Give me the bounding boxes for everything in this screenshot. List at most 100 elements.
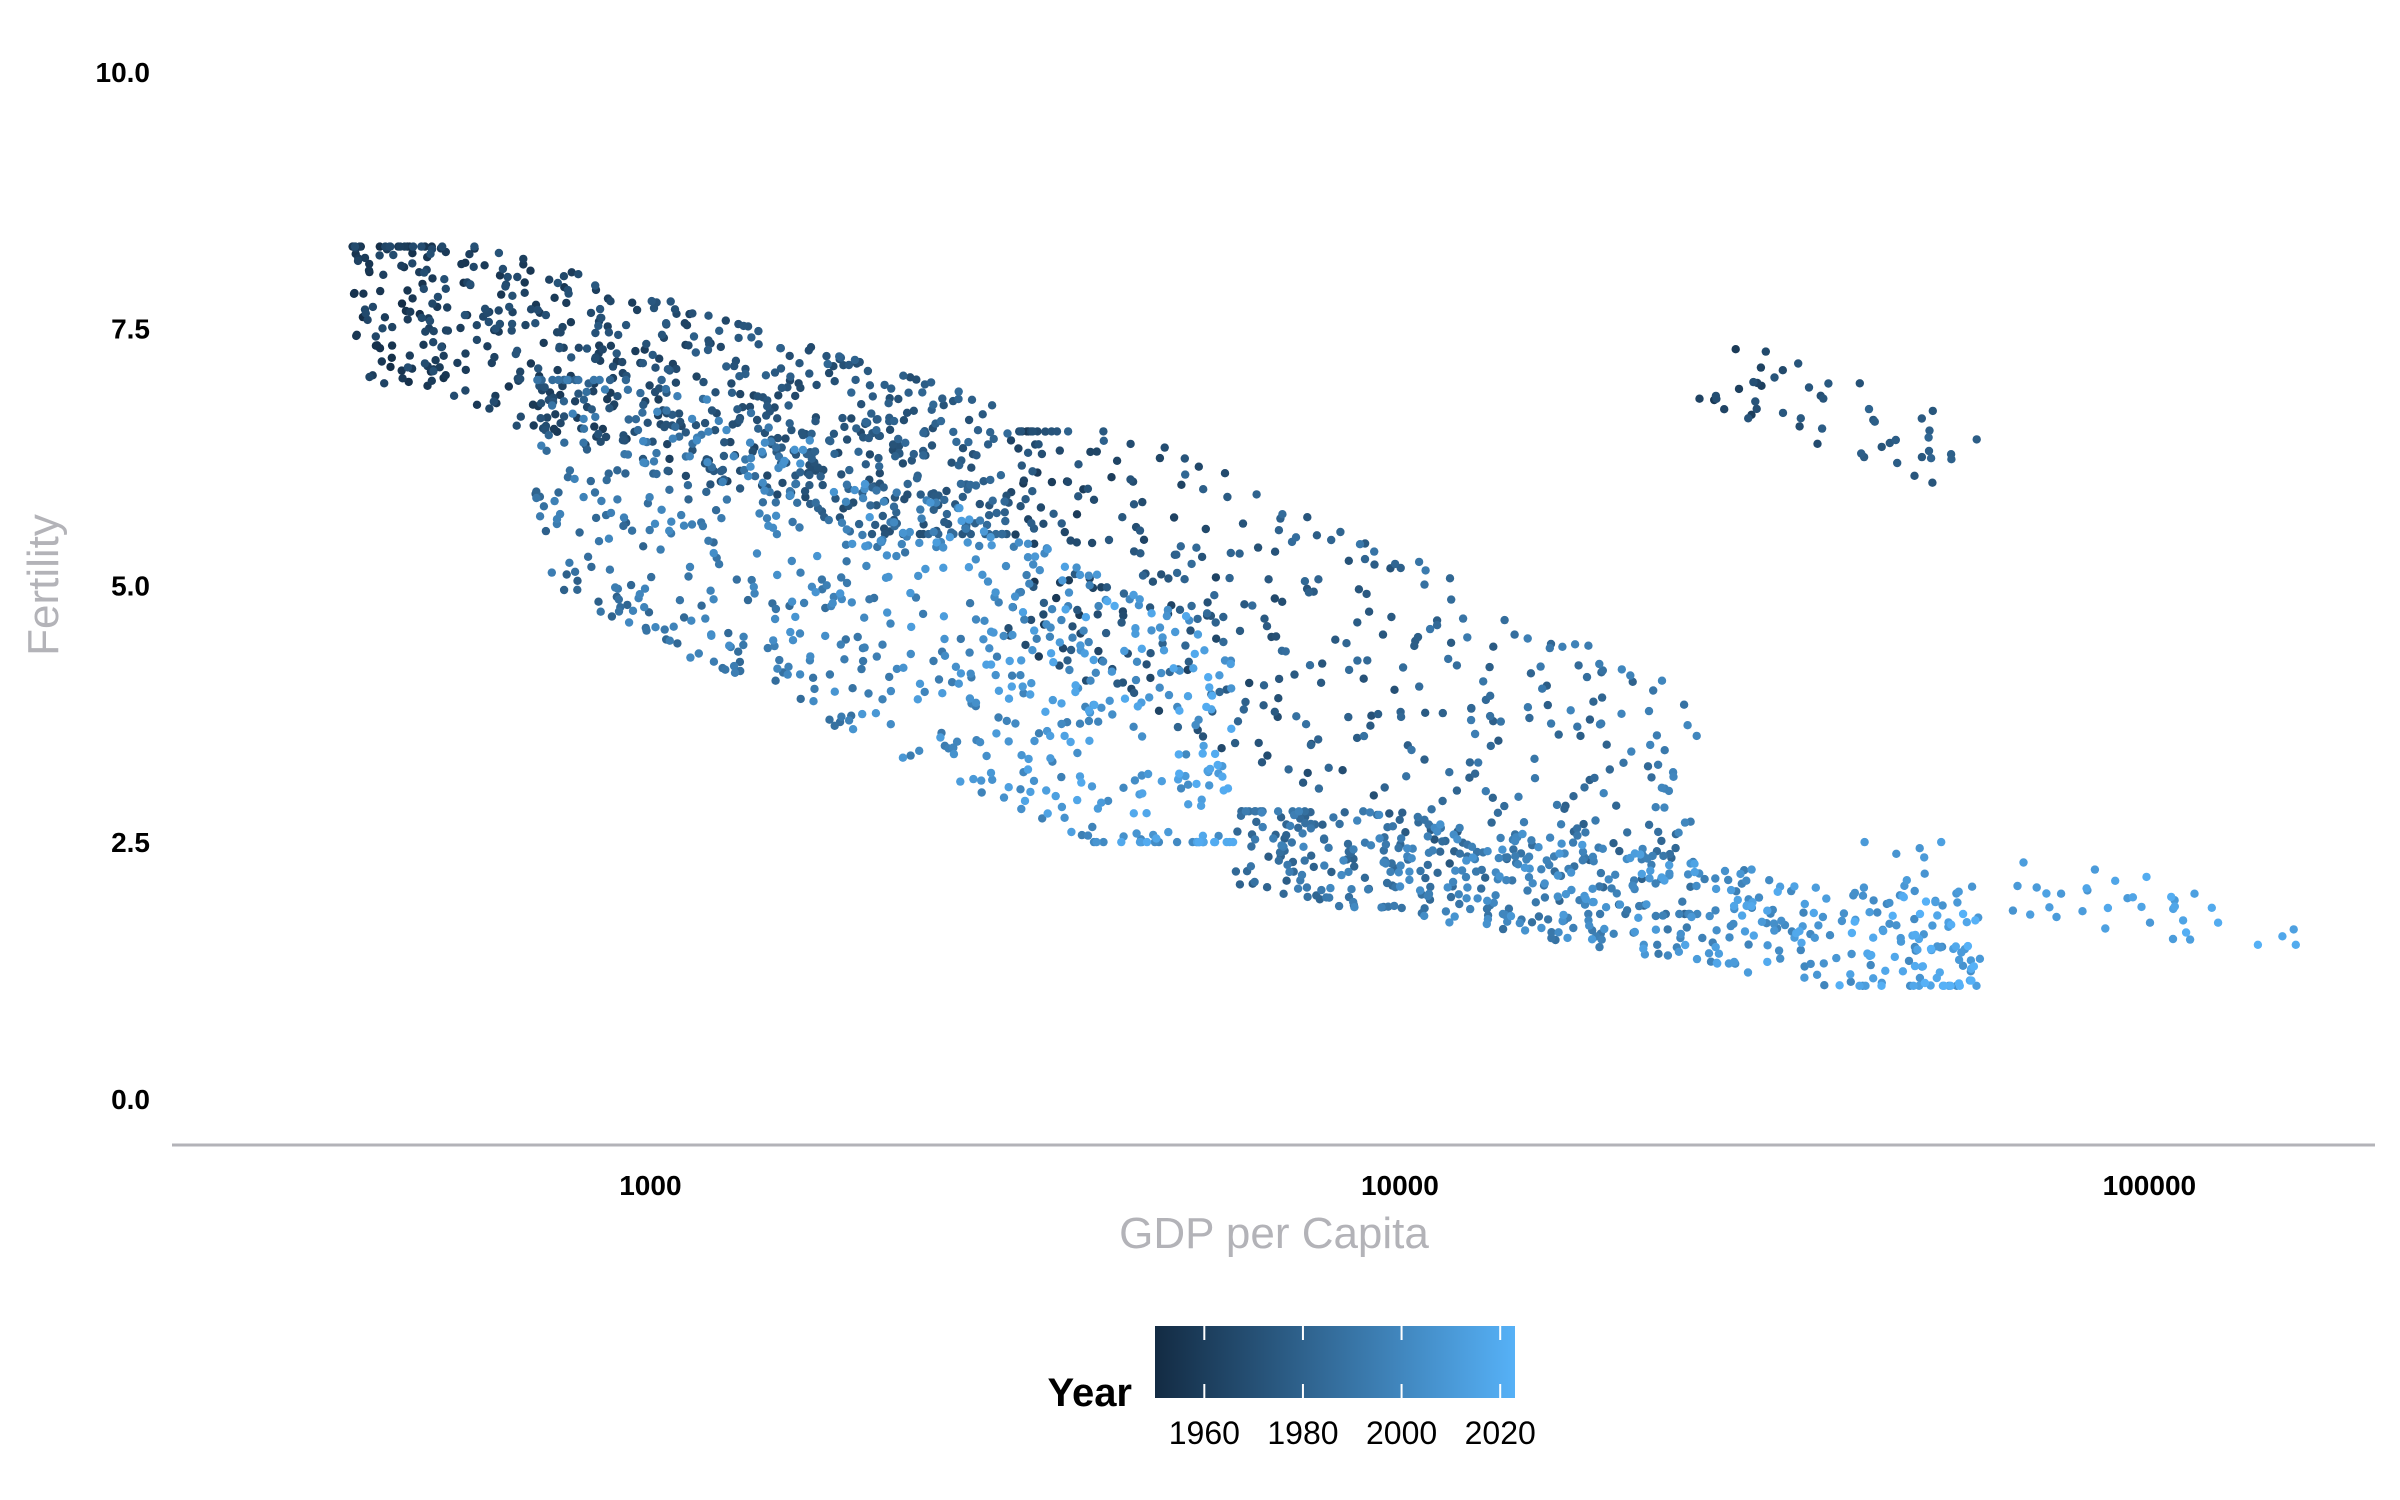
data-point xyxy=(1038,814,1047,823)
data-point xyxy=(771,443,781,452)
data-point xyxy=(2145,918,2155,927)
data-point xyxy=(605,375,615,385)
data-point xyxy=(1547,928,1556,937)
data-point xyxy=(1250,835,1260,844)
data-point xyxy=(1007,682,1016,691)
data-point xyxy=(1687,912,1696,922)
data-point xyxy=(722,495,732,504)
data-point xyxy=(1443,883,1452,892)
data-point xyxy=(989,434,998,444)
data-point xyxy=(1679,700,1689,709)
data-point xyxy=(1953,898,1962,907)
data-point xyxy=(1019,689,1028,698)
data-point xyxy=(619,513,629,522)
data-point xyxy=(1084,716,1094,726)
data-point xyxy=(1790,882,1799,891)
data-point xyxy=(379,270,388,279)
data-point xyxy=(884,399,893,408)
data-point xyxy=(512,346,522,355)
data-point xyxy=(876,536,885,546)
data-point xyxy=(1444,654,1453,664)
data-point xyxy=(1057,519,1066,528)
data-point xyxy=(1749,931,1759,940)
data-point xyxy=(1692,731,1701,741)
data-point xyxy=(1049,658,1058,667)
data-point xyxy=(1110,601,1119,611)
data-point xyxy=(621,375,631,385)
data-point xyxy=(1972,981,1981,990)
data-point xyxy=(2090,865,2100,874)
data-point xyxy=(703,345,713,355)
data-point xyxy=(847,414,856,423)
data-point xyxy=(790,445,799,454)
data-point xyxy=(1578,847,1588,856)
legend-label: 1980 xyxy=(1267,1415,1338,1451)
data-point xyxy=(1680,818,1690,827)
data-point xyxy=(964,415,974,425)
data-point xyxy=(1508,876,1517,885)
data-point xyxy=(788,636,798,645)
data-point xyxy=(1891,435,1901,445)
data-point xyxy=(1155,453,1165,463)
data-point xyxy=(1734,384,1744,394)
data-point xyxy=(795,523,804,532)
data-point xyxy=(2167,892,2176,902)
data-point xyxy=(1037,449,1047,459)
data-point xyxy=(1951,942,1961,951)
data-point xyxy=(1026,615,1036,625)
data-point xyxy=(1502,876,1511,885)
data-point xyxy=(810,684,819,694)
data-point xyxy=(472,321,481,330)
data-point xyxy=(717,514,726,523)
data-point xyxy=(699,377,708,387)
data-point xyxy=(1339,856,1348,865)
data-point xyxy=(1623,828,1632,837)
data-point xyxy=(1869,933,1878,942)
data-point xyxy=(1190,649,1200,659)
data-point xyxy=(1375,834,1384,843)
data-point xyxy=(1343,839,1353,849)
data-point xyxy=(1257,808,1267,817)
data-point xyxy=(1223,492,1232,502)
data-point xyxy=(1599,789,1608,798)
data-point xyxy=(929,400,938,409)
data-point xyxy=(1364,607,1374,616)
data-point xyxy=(1893,458,1902,468)
data-point xyxy=(1135,595,1144,604)
data-point xyxy=(679,613,689,622)
data-point xyxy=(706,586,715,595)
data-point xyxy=(1763,941,1772,950)
data-point xyxy=(1881,966,1890,975)
data-point xyxy=(1120,694,1130,703)
data-point xyxy=(650,519,660,528)
data-point xyxy=(1309,862,1319,872)
data-point xyxy=(1835,981,1844,990)
data-point xyxy=(761,371,771,380)
data-point xyxy=(1184,657,1194,666)
data-point xyxy=(860,613,869,622)
data-point xyxy=(1347,885,1356,894)
data-point xyxy=(1720,405,1729,414)
data-point xyxy=(899,371,908,380)
data-point xyxy=(975,516,985,525)
data-point xyxy=(1320,861,1329,870)
data-point xyxy=(1350,862,1359,871)
data-point xyxy=(754,340,763,349)
data-point xyxy=(1099,436,1109,445)
data-point xyxy=(1626,671,1635,680)
data-point xyxy=(1825,931,1835,940)
data-point xyxy=(403,363,413,372)
data-point xyxy=(1622,906,1632,915)
data-point xyxy=(618,436,628,445)
data-point xyxy=(1519,818,1529,827)
data-point xyxy=(1210,837,1219,847)
data-point xyxy=(1395,882,1405,891)
data-point xyxy=(1515,918,1525,928)
data-point xyxy=(2278,932,2287,941)
data-point xyxy=(971,698,981,707)
data-point xyxy=(660,625,669,634)
data-point xyxy=(1032,634,1041,643)
data-point xyxy=(1584,641,1593,650)
data-point xyxy=(1652,731,1662,740)
